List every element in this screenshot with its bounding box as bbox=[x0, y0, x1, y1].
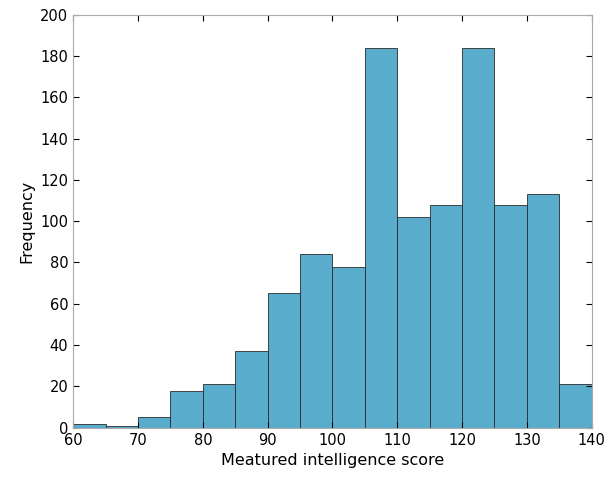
Bar bbox=[170, 391, 203, 428]
Bar bbox=[73, 423, 106, 428]
X-axis label: Meatured intelligence score: Meatured intelligence score bbox=[221, 453, 444, 468]
Bar bbox=[397, 217, 429, 428]
Bar bbox=[365, 48, 397, 428]
Bar bbox=[235, 351, 268, 428]
Bar bbox=[106, 426, 138, 428]
Y-axis label: Frequency: Frequency bbox=[20, 179, 35, 263]
Bar bbox=[332, 266, 365, 428]
Bar bbox=[462, 48, 495, 428]
Bar bbox=[495, 205, 527, 428]
Bar bbox=[300, 254, 332, 428]
Bar bbox=[203, 384, 235, 428]
Bar bbox=[559, 384, 592, 428]
Bar bbox=[268, 294, 300, 428]
Bar bbox=[527, 194, 559, 428]
Bar bbox=[429, 205, 462, 428]
Bar bbox=[138, 417, 170, 428]
